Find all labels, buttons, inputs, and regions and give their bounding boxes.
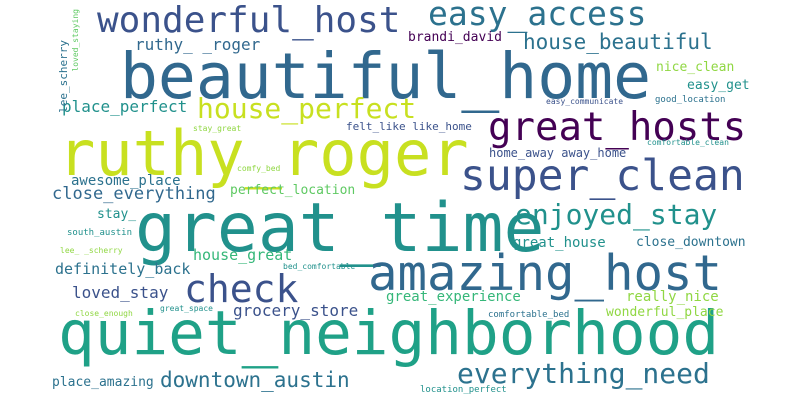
word: felt_like like_home <box>346 120 472 133</box>
word: grocery_store <box>233 301 359 320</box>
word: great_space <box>160 304 213 313</box>
word: great_house <box>513 235 606 251</box>
word: ruthy_ _roger <box>135 35 261 54</box>
word: downtown_austin <box>160 368 350 392</box>
word: house_great <box>193 246 293 264</box>
word: comfy_bed <box>237 164 281 173</box>
word: stay_ <box>97 207 137 222</box>
word: easy_access <box>428 0 647 33</box>
word: location_perfect <box>420 385 507 395</box>
word: close_downtown <box>636 235 746 250</box>
word: wonderful_host <box>97 0 401 41</box>
word: close_enough <box>75 309 133 318</box>
word: beautiful_home <box>120 40 652 113</box>
word: brandi_david <box>408 30 502 45</box>
word: super_clean <box>460 151 745 201</box>
word: home_away away_home <box>489 146 627 160</box>
word: place_perfect <box>62 97 188 116</box>
word: definitely_back <box>55 260 191 278</box>
word: check <box>184 267 299 311</box>
word: place_amazing <box>52 375 154 390</box>
word: house_perfect <box>197 92 417 125</box>
word: quiet_neighborhood <box>58 298 720 369</box>
word: great_hosts <box>488 105 747 150</box>
word: south_austin <box>67 228 133 238</box>
word: loved_stay <box>72 283 169 302</box>
word: ruthy_roger <box>58 117 469 190</box>
word: everything_need <box>457 357 710 390</box>
word: easy_get <box>687 78 750 93</box>
word: comfortable_clean <box>647 138 729 147</box>
word: close_everything <box>52 184 216 204</box>
word: comfortable_bed <box>488 310 570 320</box>
word: good_location <box>655 95 726 105</box>
word: loved_staying <box>71 9 80 72</box>
word: nice_clean <box>656 60 735 75</box>
word: stay_great <box>193 124 242 133</box>
word: great_experience <box>386 289 521 305</box>
word: great_time <box>135 189 545 268</box>
word: really_nice <box>626 289 719 305</box>
word: enjoyed_stay <box>515 198 718 231</box>
word: bed_comfortable <box>283 262 356 271</box>
word: amazing_host <box>368 245 723 302</box>
word: easy_communicate <box>546 97 624 106</box>
word: house_beautiful <box>523 30 713 54</box>
word: wonderful_place <box>606 305 724 320</box>
word: awesome_place <box>71 173 181 189</box>
word: perfect_location <box>230 183 356 198</box>
word: lee_scherry <box>57 40 70 113</box>
word: lee_ _scherry <box>60 246 123 255</box>
